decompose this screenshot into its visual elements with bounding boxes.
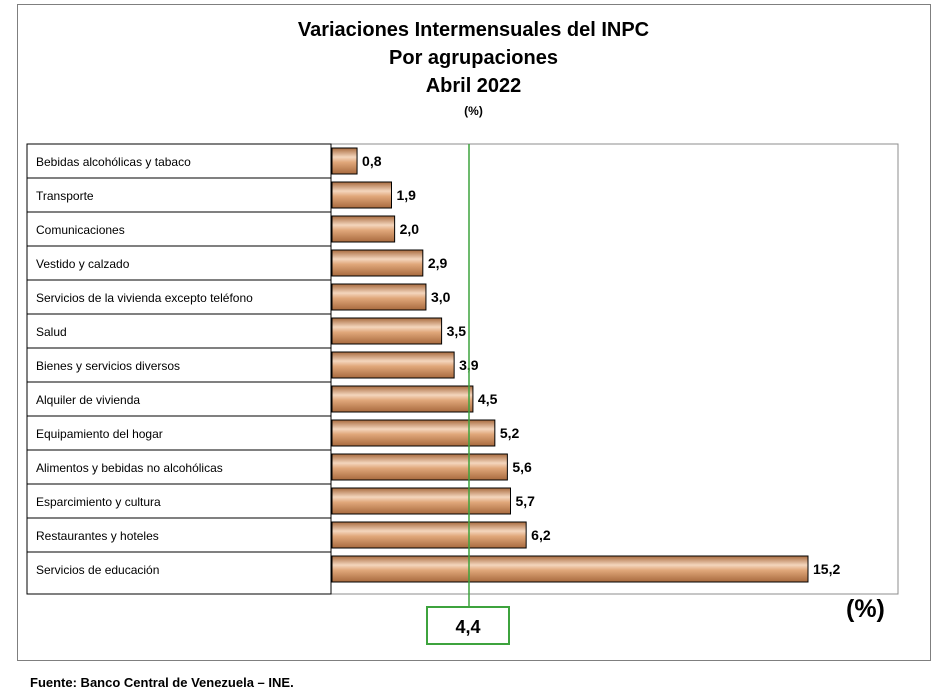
chart-period: Abril 2022 (425, 75, 522, 97)
bar (331, 351, 455, 379)
bar (331, 215, 396, 243)
bar (331, 249, 424, 277)
category-label: Equipamiento del hogar (36, 427, 163, 441)
chart-title: Variaciones Intermensuales del INPC (297, 19, 650, 41)
bar (331, 487, 511, 515)
bar-value-label: 5,2 (500, 425, 520, 441)
category-label: Salud (36, 325, 67, 339)
bar-value-label: 4,5 (478, 391, 498, 407)
bar (331, 419, 496, 447)
category-label: Transporte (36, 189, 94, 203)
bar (331, 283, 427, 311)
category-label: Vestido y calzado (36, 257, 130, 271)
bar-value-label: 5,6 (512, 459, 532, 475)
bar-value-label: 3,0 (431, 289, 451, 305)
reference-value-label: 4,4 (455, 617, 480, 637)
bar-value-label: 2,0 (400, 221, 420, 237)
bar (331, 521, 527, 549)
bar (331, 453, 508, 481)
bar-value-label: 6,2 (531, 527, 551, 543)
bar (331, 181, 392, 209)
bar (331, 147, 358, 175)
bar-value-label: 0,8 (362, 153, 382, 169)
bar-value-label: 5,7 (516, 493, 536, 509)
reference-label-box (426, 606, 510, 645)
bar (331, 317, 443, 345)
bar-value-label: 3,5 (447, 323, 467, 339)
bar (331, 385, 474, 413)
category-label: Bienes y servicios diversos (36, 359, 180, 373)
chart-unit-small: (%) (464, 104, 483, 118)
category-label: Alimentos y bebidas no alcohólicas (36, 461, 223, 475)
category-label: Alquiler de vivienda (36, 393, 140, 407)
category-label: Comunicaciones (36, 223, 125, 237)
chart-subtitle: Por agrupaciones (389, 47, 558, 69)
category-label: Servicios de la vivienda excepto teléfon… (36, 291, 253, 305)
category-label: Esparcimiento y cultura (36, 495, 161, 509)
category-table (26, 143, 332, 595)
bar-value-label: 2,9 (428, 255, 448, 271)
category-label: Servicios de educación (36, 563, 159, 577)
category-label: Restaurantes y hoteles (36, 529, 159, 543)
bar-value-label: 1,9 (397, 187, 417, 203)
unit-label: (%) (846, 595, 885, 623)
bar-value-label: 15,2 (813, 561, 840, 577)
chart-frame (17, 4, 931, 661)
bar (331, 555, 809, 583)
category-label: Bebidas alcohólicas y tabaco (36, 155, 191, 169)
source-note: Fuente: Banco Central de Venezuela – INE… (30, 675, 294, 690)
